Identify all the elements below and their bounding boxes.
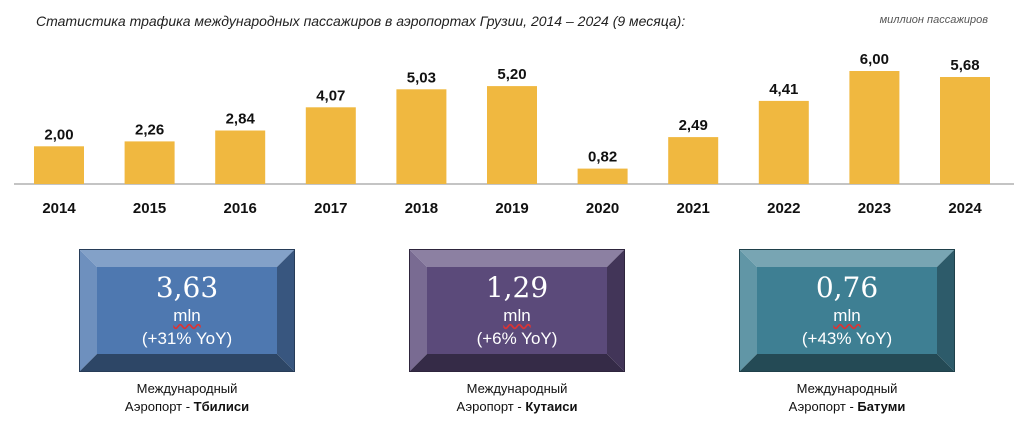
bevel-left (79, 249, 97, 372)
tick-label-2015: 2015 (133, 200, 166, 217)
bevel-bottom (409, 354, 625, 372)
chart-title: Статистика трафика международных пассажи… (36, 13, 686, 29)
bar-2022 (758, 100, 809, 184)
bevel-bottom (79, 354, 295, 372)
card-face (427, 267, 607, 354)
card-frame-tbilisi (79, 249, 295, 372)
bevel-top (739, 249, 955, 267)
bar-2019 (487, 86, 537, 184)
tbilisi-yoy: (+31% YoY) (141, 328, 233, 348)
bevel-right (937, 249, 955, 372)
bar-2015 (124, 141, 175, 184)
tick-label-2021: 2021 (677, 200, 710, 217)
tick-label-2020: 2020 (586, 200, 619, 217)
value-label-2020: 0,82 (588, 149, 617, 166)
value-label-2019: 5,20 (497, 66, 526, 83)
tbilisi-value: 3,63 (155, 270, 219, 304)
card-batumi: 0,76 mln (+43% YoY) Международный Аэропо… (739, 249, 955, 416)
bevel-right (277, 249, 295, 372)
value-label-2021: 2,49 (679, 117, 708, 134)
tbilisi-caption-prefix: Аэропорт - (124, 399, 194, 414)
card-frame-kutaisi (409, 249, 625, 372)
batumi-caption: Международный Аэропорт - Батуми (739, 380, 955, 416)
bar-2021 (668, 137, 719, 184)
batumi-caption-line1: Международный (796, 381, 898, 396)
kutaisi-caption-prefix: Аэропорт - (456, 399, 526, 414)
card-tbilisi: 3,63 mln (+31% YoY) Международный Аэропо… (79, 249, 295, 416)
tick-label-2017: 2017 (314, 200, 347, 217)
kutaisi-value: 1,29 (485, 270, 549, 304)
tick-label-2024: 2024 (948, 200, 982, 217)
tick-label-2018: 2018 (405, 200, 438, 217)
bevel-top (409, 249, 625, 267)
bar-2014 (34, 146, 84, 184)
tick-label-2023: 2023 (858, 200, 891, 217)
bar-chart: 2,00 2014 2,26 2015 2,84 2016 4,07 2017 5,03 2018… (14, 51, 1014, 217)
tbilisi-caption: Международный Аэропорт - Тбилиси (79, 380, 295, 416)
bar-2024 (940, 77, 990, 184)
kutaisi-yoy: (+6% YoY) (476, 328, 558, 348)
bevel-top (79, 249, 295, 267)
batumi-yoy: (+43% YoY) (801, 328, 893, 348)
bevel-bottom (739, 354, 955, 372)
kutaisi-caption-city: Кутаиси (525, 399, 578, 414)
value-label-2015: 2,26 (135, 121, 164, 138)
tick-label-2016: 2016 (224, 200, 257, 217)
bevel-right (607, 249, 625, 372)
batumi-caption-city: Батуми (857, 399, 906, 414)
card-face (97, 267, 277, 354)
tick-label-2022: 2022 (767, 200, 800, 217)
tick-label-2019: 2019 (495, 200, 528, 217)
value-label-2018: 5,03 (407, 69, 436, 86)
batumi-value: 0,76 (815, 270, 879, 304)
card-frame-batumi (739, 249, 955, 372)
card-outline (79, 249, 295, 372)
kutaisi-unit: mln (503, 305, 531, 325)
kutaisi-caption: Международный Аэропорт - Кутаиси (409, 380, 625, 416)
card-outline (409, 249, 625, 372)
value-label-2016: 2,84 (226, 111, 256, 128)
value-label-2014: 2,00 (44, 126, 73, 143)
card-outline (739, 249, 955, 372)
value-label-2022: 4,41 (769, 81, 798, 98)
batumi-unit: mln (833, 305, 861, 325)
batumi-caption-prefix: Аэропорт - (788, 399, 858, 414)
card-kutaisi: 1,29 mln (+6% YoY) Международный Аэропор… (409, 249, 625, 416)
bar-2023 (849, 71, 900, 184)
kutaisi-caption-line1: Международный (466, 381, 568, 396)
bar-2017 (305, 107, 356, 184)
bar-2020 (577, 168, 628, 184)
value-label-2023: 6,00 (860, 51, 889, 68)
card-face (757, 267, 937, 354)
bar-2018 (396, 89, 447, 184)
value-label-2017: 4,07 (316, 87, 345, 104)
tbilisi-unit: mln (173, 305, 201, 325)
value-label-2024: 5,68 (950, 57, 979, 74)
units-label: миллион пассажиров (879, 14, 988, 26)
bevel-left (739, 249, 757, 372)
bevel-left (409, 249, 427, 372)
tbilisi-caption-city: Тбилиси (193, 399, 250, 414)
tick-label-2014: 2014 (42, 200, 76, 217)
tbilisi-caption-line1: Международный (136, 381, 238, 396)
bar-2016 (215, 130, 266, 184)
